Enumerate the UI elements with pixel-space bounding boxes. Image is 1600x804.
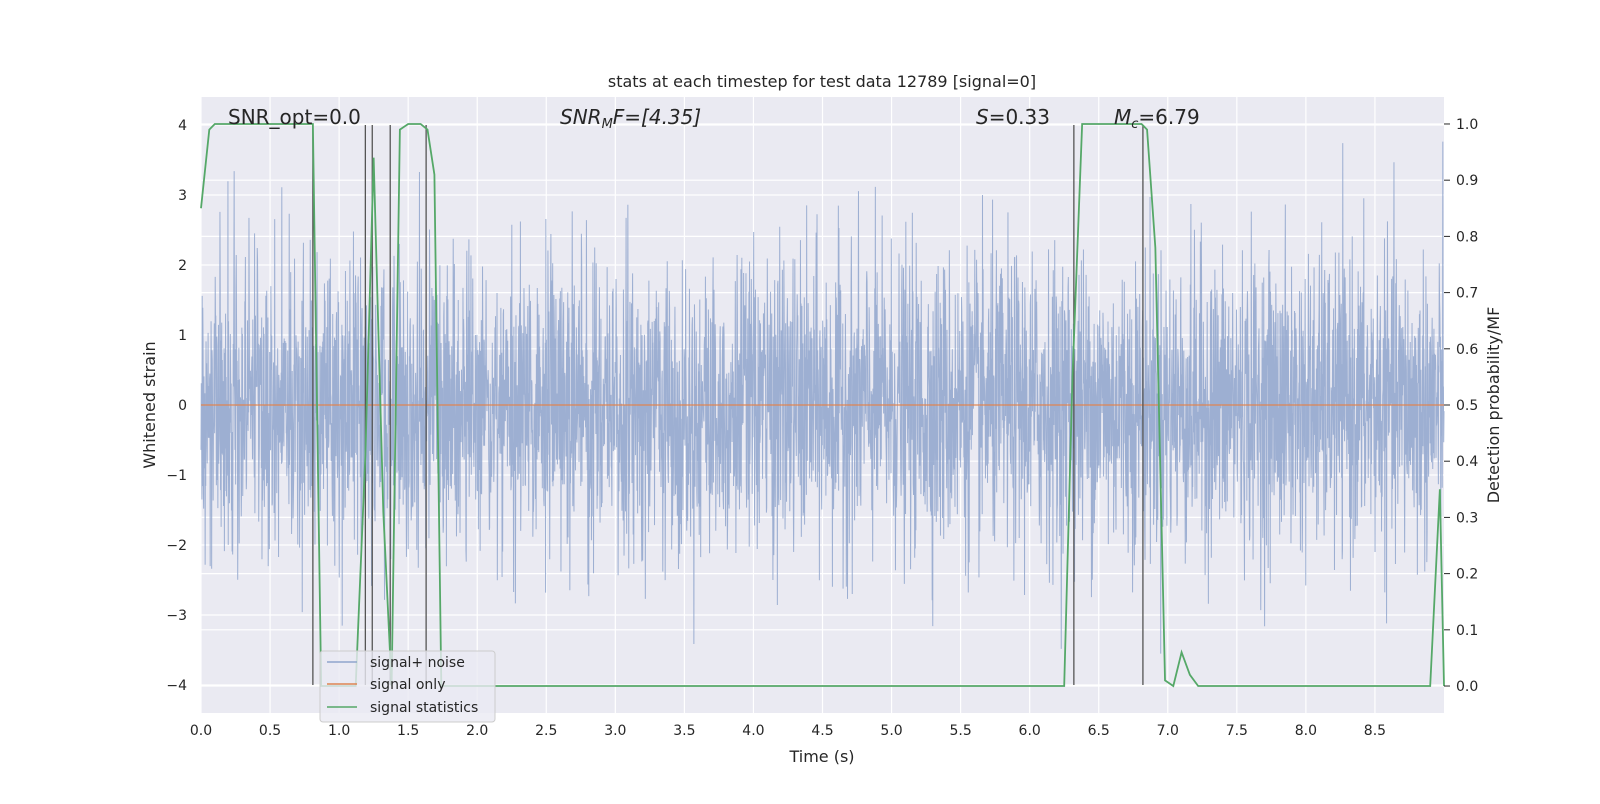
y-tick-label: 4 <box>178 118 187 134</box>
y2-tick-label: 0.6 <box>1456 342 1478 358</box>
legend-label-signal-noise: signal+ noise <box>370 655 465 671</box>
x-tick-label: 3.5 <box>673 723 695 739</box>
y2-tick-label: 0.0 <box>1456 679 1478 695</box>
y-tick-label: −1 <box>166 468 187 484</box>
y-tick-label: −2 <box>166 538 187 554</box>
annotation-mc: Mc=6.79 <box>1114 105 1200 132</box>
y2-tick-label: 0.1 <box>1456 623 1478 639</box>
y-tick-label: 3 <box>178 188 187 204</box>
y-tick-label: 0 <box>178 398 187 414</box>
y2-tick-label: 0.9 <box>1456 173 1478 189</box>
noise-series <box>200 141 1445 654</box>
x-tick-label: 5.5 <box>949 723 971 739</box>
y2-tick-label: 0.8 <box>1456 229 1478 245</box>
annotation-mc-label: M <box>1114 105 1131 129</box>
annotation-snr-mf-rest: F=[4.35] <box>613 105 701 129</box>
chart-title: stats at each timestep for test data 127… <box>608 72 1036 91</box>
x-tick-label: 4.0 <box>742 723 764 739</box>
legend-box <box>319 650 496 723</box>
x-tick-label: 7.0 <box>1157 723 1179 739</box>
annotation-mc-rest: =6.79 <box>1138 105 1199 129</box>
annotation-s-rest: =0.33 <box>989 105 1050 129</box>
tick-labels: 0.0 0.5 1.0 1.5 2.0 2.5 3.0 3.5 4.0 4.5 5.0 5.5 6.0 6… <box>166 117 1478 739</box>
y-tick-label: −3 <box>166 608 187 624</box>
y2-tick-label: 1.0 <box>1456 117 1478 133</box>
y2-tick-label: 0.3 <box>1456 510 1478 526</box>
x-tick-label: 3.0 <box>604 723 626 739</box>
x-tick-label: 8.5 <box>1364 723 1386 739</box>
legend-label-signal-statistics: signal statistics <box>370 700 478 716</box>
x-tick-label: 8.0 <box>1295 723 1317 739</box>
legend: signal+ noise signal only signal statist… <box>319 650 496 723</box>
x-tick-label: 6.0 <box>1019 723 1041 739</box>
annotation-snr-mf: SNRMF=[4.35] <box>560 105 701 132</box>
annotation-snr-mf-sub: M <box>602 117 613 132</box>
annotation-s-label: S <box>976 105 989 129</box>
x-tick-label: 1.0 <box>328 723 350 739</box>
x-axis-label: Time (s) <box>788 747 854 766</box>
x-tick-label: 4.5 <box>811 723 833 739</box>
x-tick-label: 5.0 <box>880 723 902 739</box>
x-tick-label: 1.5 <box>397 723 419 739</box>
y2-tick-label: 0.2 <box>1456 567 1478 583</box>
y2-tick-label: 0.4 <box>1456 454 1478 470</box>
annotation-s: S=0.33 <box>976 105 1050 129</box>
annotation-snr-mf-label: SNR <box>560 105 602 129</box>
x-tick-label: 0.5 <box>259 723 281 739</box>
y2-axis-label: Detection probability/MF <box>1484 307 1503 504</box>
x-tick-label: 0.0 <box>190 723 212 739</box>
x-tick-label: 7.5 <box>1226 723 1248 739</box>
y2-tick-label: 0.7 <box>1456 286 1478 302</box>
x-tick-label: 2.5 <box>535 723 557 739</box>
y-axis-label: Whitened strain <box>140 341 159 468</box>
y2-tick-label: 0.5 <box>1456 398 1478 414</box>
x-tick-label: 2.0 <box>466 723 488 739</box>
legend-label-signal-only: signal only <box>370 677 445 693</box>
noise-trace <box>200 141 1445 654</box>
annotation-mc-sub: c <box>1131 117 1138 132</box>
annotation-snr-opt: SNR_opt=0.0 <box>228 105 361 129</box>
y-tick-label: −4 <box>166 678 187 694</box>
x-tick-label: 6.5 <box>1088 723 1110 739</box>
y-tick-label: 1 <box>178 328 187 344</box>
y-tick-label: 2 <box>178 258 187 274</box>
